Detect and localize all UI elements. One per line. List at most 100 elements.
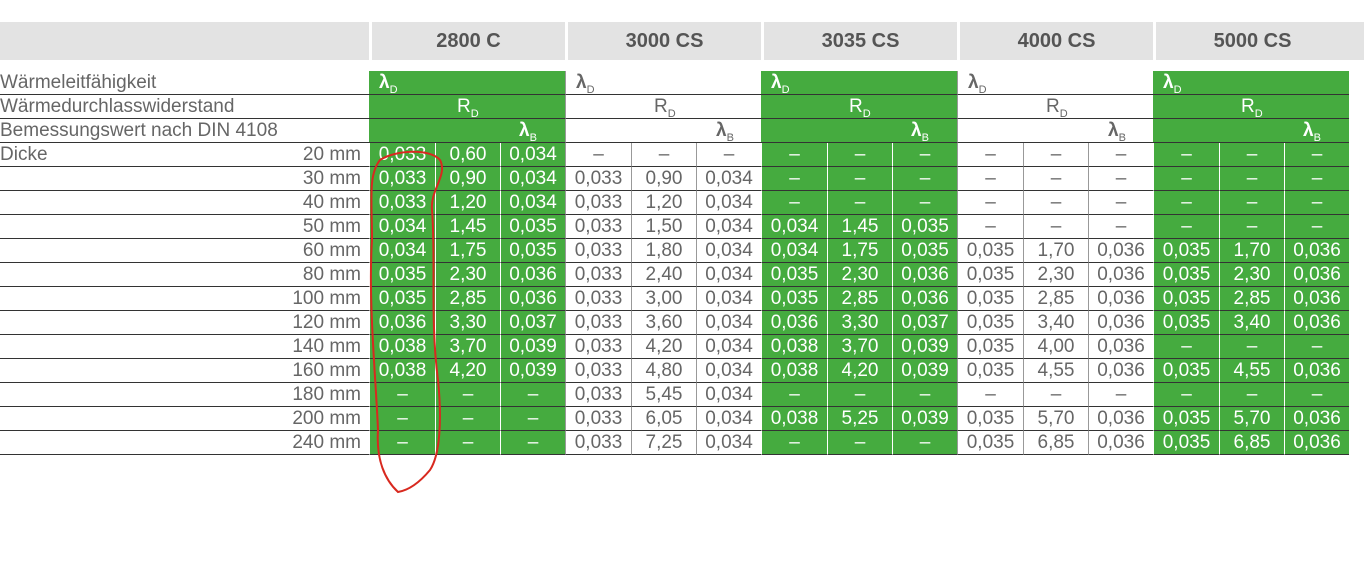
table-cell: – [1023, 215, 1088, 239]
table-cell: – [892, 431, 957, 455]
table-cell: 7,25 [631, 431, 696, 455]
symbol-sub: D [978, 83, 987, 96]
thickness-row-label: 140 mm [0, 335, 369, 359]
table-cell: – [957, 143, 1023, 167]
table-cell: 0,033 [565, 431, 631, 455]
property-cell: λD [761, 71, 957, 96]
property-label-text: Bemessungswert nach DIN 4108 [0, 120, 278, 141]
table-cell: 2,30 [435, 263, 500, 287]
symbol-main: λ [968, 72, 979, 93]
thickness-row-label: 120 mm [0, 311, 369, 335]
thickness-value: 200 mm [292, 408, 361, 429]
thickness-row-label: 30 mm [0, 167, 369, 191]
table-cell: 0,035 [957, 359, 1023, 383]
table-cell: 1,75 [827, 239, 892, 263]
table-cell: – [1153, 215, 1219, 239]
table-cell: 6,85 [1219, 431, 1284, 455]
table-cell: 0,035 [1153, 311, 1219, 335]
property-symbol: λD [1163, 71, 1182, 102]
table-cell: – [957, 167, 1023, 191]
table-cell: 0,035 [957, 311, 1023, 335]
property-cell: λB [1153, 119, 1349, 144]
property-symbol: λB [519, 119, 537, 150]
table-cell: – [1219, 383, 1284, 407]
property-cell: λD [565, 71, 761, 96]
thickness-value: 40 mm [302, 192, 361, 213]
thickness-value: 20 mm [302, 144, 361, 165]
table-cell: 1,20 [631, 191, 696, 215]
table-cell: 1,50 [631, 215, 696, 239]
table-cell: – [1219, 143, 1284, 167]
property-symbol: λB [716, 119, 734, 150]
property-symbol: RD [1046, 95, 1068, 126]
table-cell: 0,034 [696, 431, 761, 455]
table-cell: 0,035 [369, 287, 435, 311]
table-cell: – [761, 191, 827, 215]
table-cell: 1,45 [435, 215, 500, 239]
table-cell: 3,30 [827, 311, 892, 335]
table-cell: 0,035 [1153, 359, 1219, 383]
thickness-value: 180 mm [292, 384, 361, 405]
symbol-sub: B [1118, 131, 1126, 144]
table-cell: 0,035 [957, 335, 1023, 359]
table-cell: – [1023, 167, 1088, 191]
table-cell: 0,035 [957, 431, 1023, 455]
table-cell: – [761, 167, 827, 191]
table-cell: – [1284, 167, 1349, 191]
table-cell: – [631, 143, 696, 167]
thickness-row-label: 50 mm [0, 215, 369, 239]
table-cell: – [1284, 143, 1349, 167]
table-cell: – [957, 191, 1023, 215]
symbol-main: R [654, 96, 668, 117]
table-cell: 4,55 [1023, 359, 1088, 383]
symbol-sub: B [726, 131, 734, 144]
property-label: Bemessungswert nach DIN 4108 [0, 119, 369, 143]
property-symbol: λB [1108, 119, 1126, 150]
table-cell: – [565, 143, 631, 167]
table-cell: 2,40 [631, 263, 696, 287]
table-cell: – [1284, 215, 1349, 239]
table-cell: – [1153, 143, 1219, 167]
table-cell: 3,40 [1023, 311, 1088, 335]
symbol-main: λ [519, 120, 530, 141]
table-cell: 0,036 [500, 287, 565, 311]
table-cell: – [827, 167, 892, 191]
product-header: 5000 CS [1153, 22, 1349, 60]
table-cell: 4,55 [1219, 359, 1284, 383]
table-cell: 1,80 [631, 239, 696, 263]
symbol-sub: D [470, 107, 479, 120]
table-cell: 0,035 [761, 263, 827, 287]
symbol-sub: D [586, 83, 595, 96]
table-cell: 0,033 [565, 359, 631, 383]
symbol-main: λ [1108, 120, 1119, 141]
table-cell: 0,036 [1088, 359, 1153, 383]
thickness-value: 60 mm [302, 240, 361, 261]
table-cell: 0,035 [892, 215, 957, 239]
thickness-row-label: 200 mm [0, 407, 369, 431]
table-cell: 0,036 [1088, 407, 1153, 431]
table-cell: 0,038 [761, 359, 827, 383]
table-cell: – [500, 431, 565, 455]
product-header: 2800 C [369, 22, 565, 60]
table-cell: 0,033 [565, 383, 631, 407]
table-cell: – [1219, 335, 1284, 359]
property-symbol: λD [576, 71, 595, 102]
table-cell: 0,039 [892, 335, 957, 359]
property-cell: RD [761, 95, 957, 120]
table-cell: 0,033 [565, 407, 631, 431]
table-cell: 0,037 [500, 311, 565, 335]
product-header: 4000 CS [957, 22, 1153, 60]
table-cell: 0,033 [565, 311, 631, 335]
table-cell: – [500, 407, 565, 431]
property-symbol: RD [1241, 95, 1263, 126]
symbol-sub: D [1059, 107, 1068, 120]
property-cell: RD [565, 95, 761, 120]
property-cell: RD [369, 95, 565, 120]
table-cell: 1,75 [435, 239, 500, 263]
symbol-sub: B [1313, 131, 1321, 144]
thickness-value: 30 mm [302, 168, 361, 189]
thickness-value: 120 mm [292, 312, 361, 333]
table-cell: – [435, 383, 500, 407]
table-cell: 0,036 [1284, 407, 1349, 431]
